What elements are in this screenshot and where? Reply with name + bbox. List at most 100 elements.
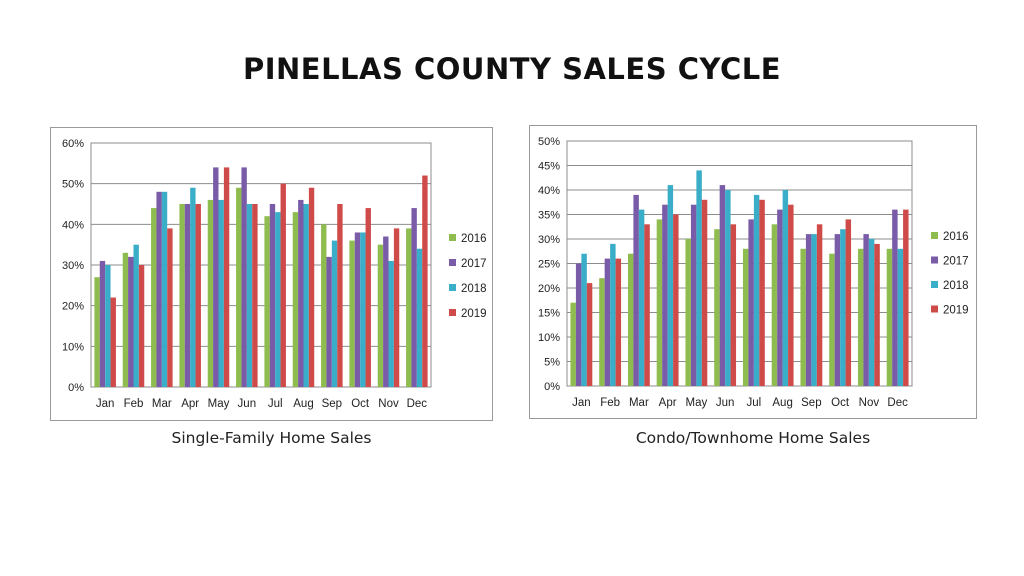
legend-label-2018: 2018	[943, 280, 969, 292]
x-tick-label: Jul	[747, 397, 762, 409]
bar-2016-jan	[570, 302, 576, 386]
bar-2016-mar	[627, 253, 634, 386]
bar-2018-jul	[753, 194, 760, 386]
bar-2018-sep	[811, 234, 817, 386]
bar-2016-jun	[236, 187, 242, 387]
y-tick-label: 40%	[538, 185, 560, 197]
bar-2017-nov	[863, 234, 869, 386]
bar-2017-oct	[834, 234, 841, 386]
y-tick-label: 40%	[62, 219, 84, 231]
bar-2019-sep	[337, 204, 343, 387]
condo-townhome-chart-svg: 0% 5% 10% 15% 20% 25% 30% 35% 40% 45% 50% Jan Feb Mar…	[538, 136, 969, 409]
bar-2016-dec	[886, 248, 893, 386]
legend-label-2019: 2019	[461, 308, 487, 320]
y-tick-label: 10%	[62, 341, 84, 353]
bar-2019-feb	[615, 258, 622, 386]
legend-swatch-2017	[449, 259, 456, 266]
bar-2019-dec	[422, 175, 428, 387]
bar-2018-nov	[868, 239, 875, 386]
bar-2016-apr	[656, 219, 663, 386]
bar-2016-feb	[122, 252, 129, 387]
page-title: PINELLAS COUNTY SALES CYCLE	[242, 52, 782, 86]
bar-2019-apr	[195, 204, 201, 387]
bar-2016-jan	[94, 277, 100, 387]
legend-label-2018: 2018	[461, 283, 487, 295]
bar-2018-sep	[331, 240, 338, 387]
bar-2017-apr	[662, 204, 668, 386]
single-family-chart: 0% 10% 20% 30% 40% 50% 60% Jan Feb Mar Apr May Jun Ju…	[50, 127, 493, 421]
bar-2018-oct	[360, 232, 366, 387]
x-tick-label: Oct	[831, 397, 850, 409]
x-tick-label: Feb	[124, 398, 144, 410]
condo-townhome-caption: Condo/Townhome Home Sales	[635, 429, 871, 447]
y-tick-label: 5%	[544, 357, 560, 369]
x-tick-label: Aug	[293, 398, 313, 410]
x-tick-label: Aug	[772, 397, 792, 409]
y-tick-label: 30%	[62, 260, 84, 272]
legend-swatch-2019	[931, 305, 938, 313]
bar-2019-jan	[586, 283, 593, 386]
single-family-caption: Single-Family Home Sales	[171, 429, 372, 447]
x-tick-label: Apr	[181, 398, 199, 410]
y-tick-label: 0%	[68, 382, 84, 394]
legend-swatch-2019	[449, 309, 456, 316]
y-tick-label: 50%	[62, 179, 84, 191]
y-tick-label: 35%	[538, 210, 560, 222]
bar-2018-feb	[133, 244, 139, 387]
y-tick-label: 30%	[538, 234, 560, 246]
legend-swatch-2016	[931, 232, 938, 239]
bar-2017-jun	[241, 167, 247, 387]
bar-2018-may	[218, 199, 224, 387]
bar-2019-oct	[365, 208, 371, 387]
x-tick-label: Jan	[96, 398, 115, 410]
bar-2018-mar	[161, 191, 168, 387]
bar-2019-nov	[874, 243, 880, 386]
legend-swatch-2018	[449, 284, 456, 291]
bar-2016-mar	[151, 208, 157, 387]
bar-2016-sep	[800, 248, 806, 386]
bar-2018-jun	[246, 204, 253, 387]
bar-2016-nov	[377, 244, 384, 387]
y-tick-label: 0%	[544, 381, 560, 393]
bar-2019-dec	[903, 209, 909, 386]
bar-2016-may	[685, 239, 691, 386]
bar-2017-jul	[269, 204, 276, 387]
bar-2016-jul	[742, 248, 749, 386]
y-tick-label: 50%	[538, 136, 560, 148]
bar-2016-dec	[406, 228, 412, 387]
bar-2017-dec	[892, 209, 898, 386]
x-tick-label: Jun	[716, 397, 735, 409]
bar-2019-jun	[730, 224, 737, 386]
legend-label-2017: 2017	[943, 256, 969, 268]
x-tick-label: Nov	[859, 397, 880, 409]
bar-2018-dec	[897, 248, 904, 386]
bar-2019-jun	[252, 204, 258, 387]
bar-2019-mar	[644, 224, 650, 386]
bar-2018-aug	[303, 204, 309, 387]
x-tick-label: Jul	[268, 398, 283, 410]
bar-2016-oct	[349, 240, 355, 387]
x-tick-label: Mar	[629, 397, 649, 409]
x-tick-label: Apr	[659, 397, 677, 409]
legend-swatch-2016	[449, 234, 456, 241]
bar-2018-apr	[667, 185, 674, 386]
single-family-chart-svg: 0% 10% 20% 30% 40% 50% 60% Jan Feb Mar Apr May Jun Ju…	[62, 138, 487, 410]
bar-2016-oct	[829, 253, 835, 386]
y-tick-label: 15%	[538, 308, 560, 320]
bar-2019-jan	[110, 297, 116, 387]
bar-2017-apr	[184, 204, 191, 387]
bar-2019-feb	[138, 265, 145, 387]
bar-2017-jan	[575, 263, 582, 386]
bar-2018-oct	[840, 229, 846, 386]
bar-2017-may	[690, 204, 697, 386]
x-tick-label: Dec	[407, 398, 428, 410]
bar-2018-jul	[275, 212, 281, 387]
bar-2019-mar	[167, 228, 173, 387]
bar-2019-sep	[816, 224, 823, 386]
bar-2017-feb	[128, 256, 134, 387]
y-tick-label: 20%	[538, 283, 560, 295]
bar-2018-feb	[610, 243, 616, 386]
bar-2017-sep	[805, 234, 812, 386]
x-tick-label: Sep	[801, 397, 821, 409]
bar-2019-aug	[788, 204, 794, 386]
